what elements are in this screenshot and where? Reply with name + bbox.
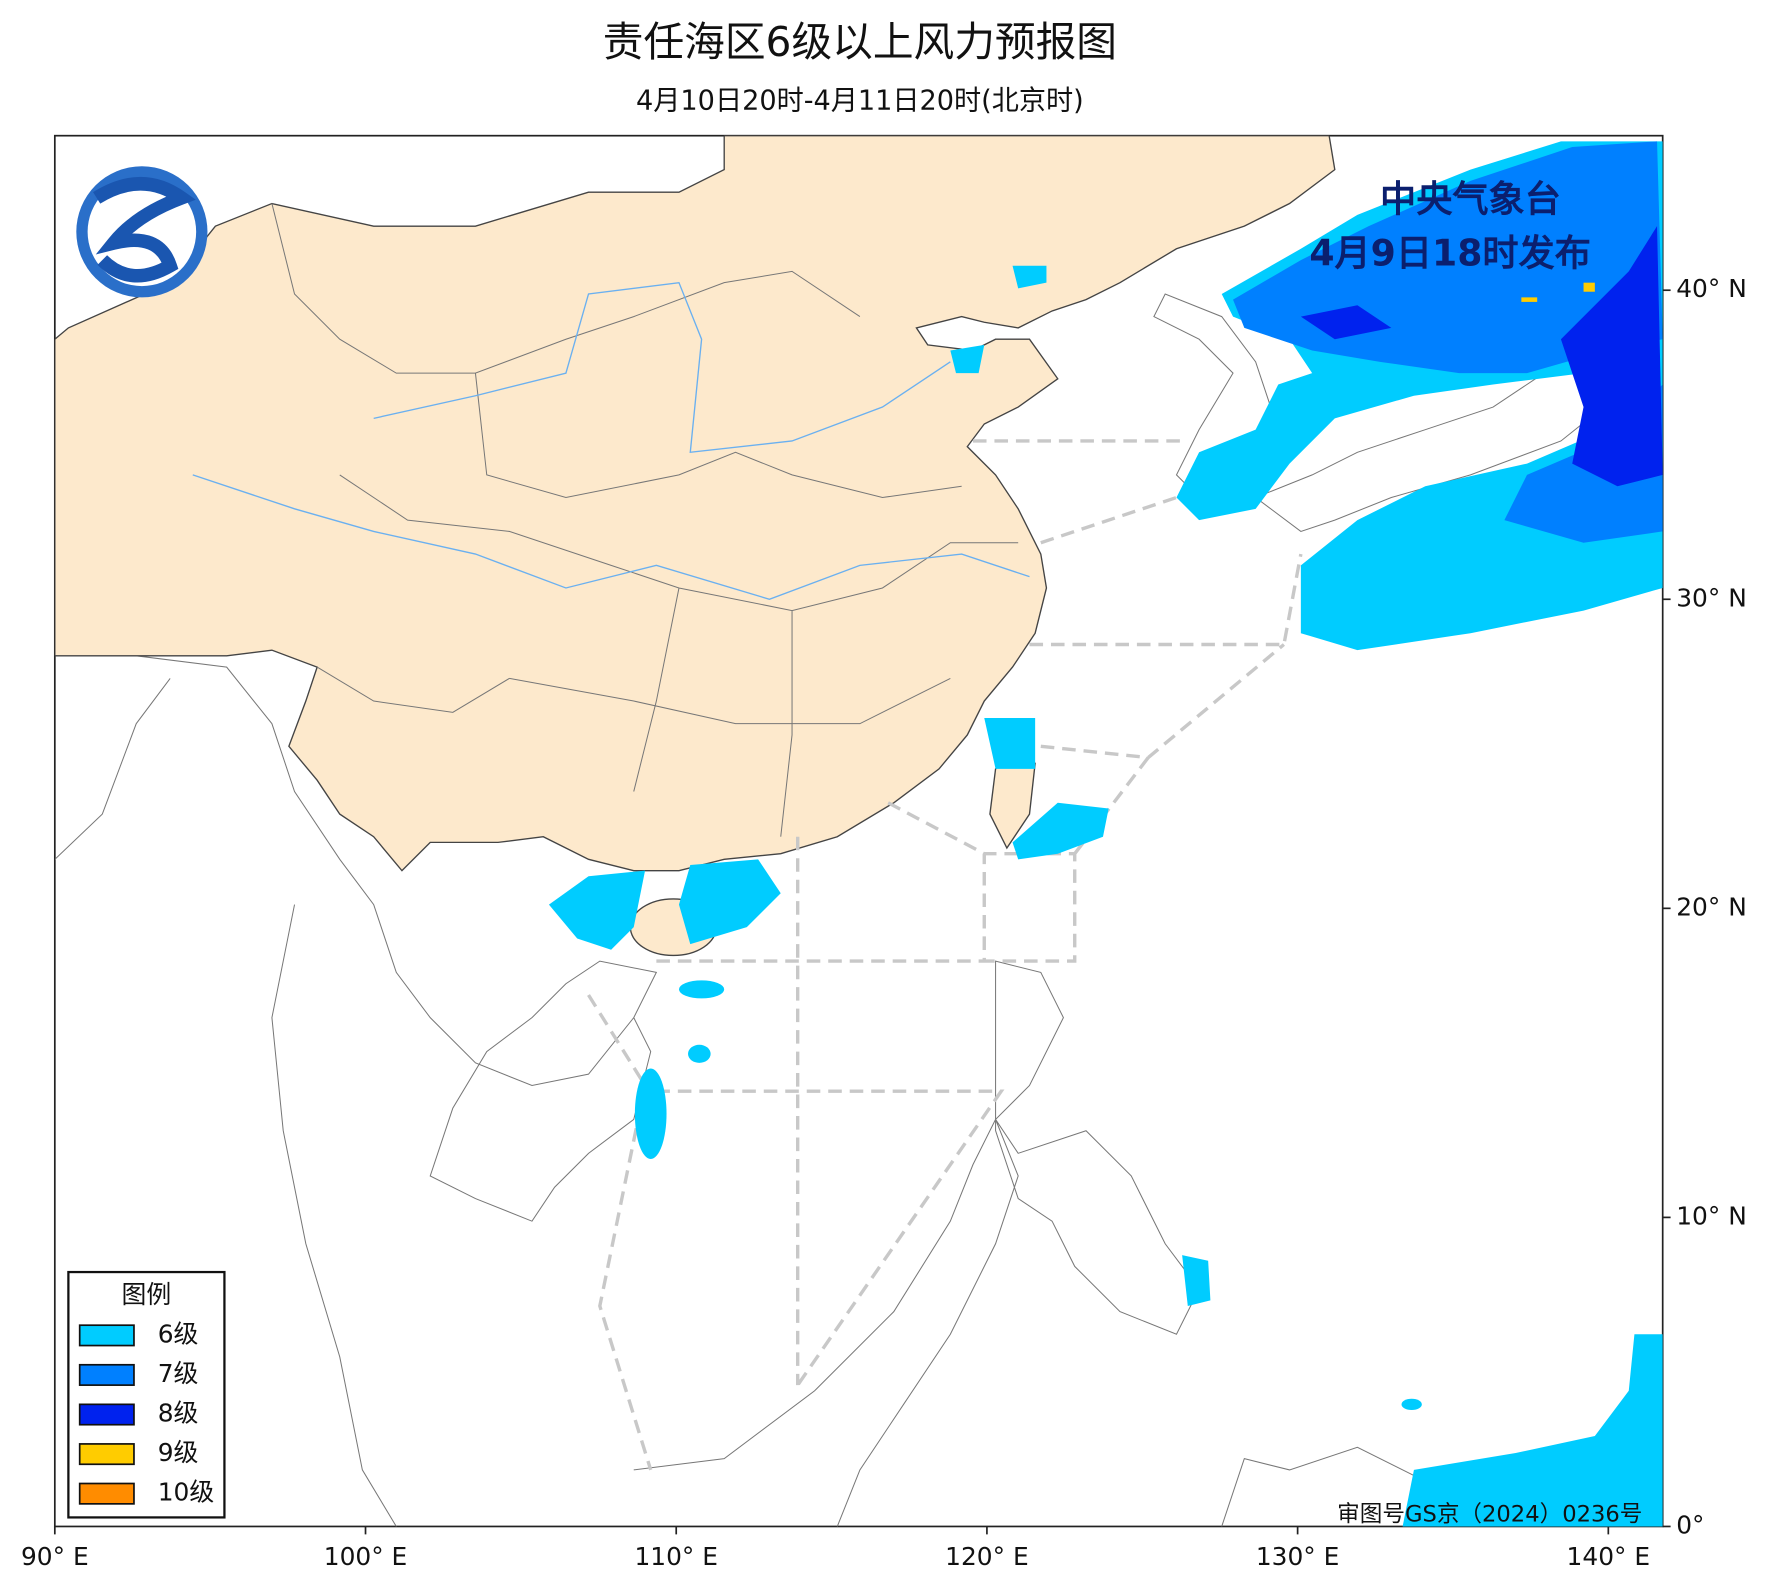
x-tick-label: 130° E <box>1256 1542 1340 1571</box>
wind-area <box>688 1044 711 1063</box>
china-land <box>54 135 1336 872</box>
wind-area <box>678 980 725 999</box>
legend-swatch <box>78 1324 135 1347</box>
legend-swatch <box>78 1403 135 1426</box>
subtitle: 4月10日20时-4月11日20时(北京时) <box>636 85 1084 116</box>
coastline <box>54 655 658 1527</box>
legend-label: 7级 <box>158 1359 199 1388</box>
legend-label: 6级 <box>158 1319 199 1348</box>
legend-swatch <box>78 1482 135 1505</box>
legend-title: 图例 <box>122 1280 172 1309</box>
wind-area <box>634 1068 667 1159</box>
wind-area <box>1583 282 1595 292</box>
x-tick-label: 120° E <box>945 1542 1028 1571</box>
x-tick-label: 110° E <box>634 1542 718 1571</box>
issuer-time: 4月9日18时发布 <box>1309 232 1591 275</box>
wind-area <box>1233 141 1663 543</box>
x-tick-label: 90° E <box>21 1542 89 1571</box>
approval-number: 审图号GS京（2024）0236号 <box>1337 1502 1642 1528</box>
y-tick-label: 20° N <box>1676 892 1747 921</box>
issuer-agency: 中央气象台 <box>1380 177 1561 220</box>
x-tick-label: 140° E <box>1567 1542 1651 1571</box>
province-border <box>271 203 1019 837</box>
legend-label: 8级 <box>158 1399 199 1428</box>
wind-area <box>1521 297 1538 302</box>
x-tick-label: 100° E <box>324 1542 408 1571</box>
wind-area <box>548 265 1663 1527</box>
wind-area <box>1300 226 1663 487</box>
title: 责任海区6级以上风力预报图 <box>603 18 1117 66</box>
legend-label: 9级 <box>158 1438 199 1467</box>
y-tick-label: 0° <box>1676 1510 1704 1539</box>
river <box>192 281 1030 600</box>
sea-zone-line <box>587 439 1303 1471</box>
map-area <box>53 134 1664 1528</box>
legend-label: 10级 <box>158 1478 215 1507</box>
y-tick-label: 30° N <box>1676 583 1747 612</box>
y-tick-label: 40° N <box>1676 274 1747 303</box>
legend: 图例 6级 7级 8级 9级 10级 <box>67 1270 226 1519</box>
legend-swatch <box>78 1443 135 1466</box>
logo <box>76 166 208 298</box>
y-tick-label: 10° N <box>1676 1201 1747 1230</box>
wind-area <box>1401 1398 1422 1411</box>
legend-swatch <box>78 1363 135 1386</box>
legend-box <box>67 1270 226 1519</box>
